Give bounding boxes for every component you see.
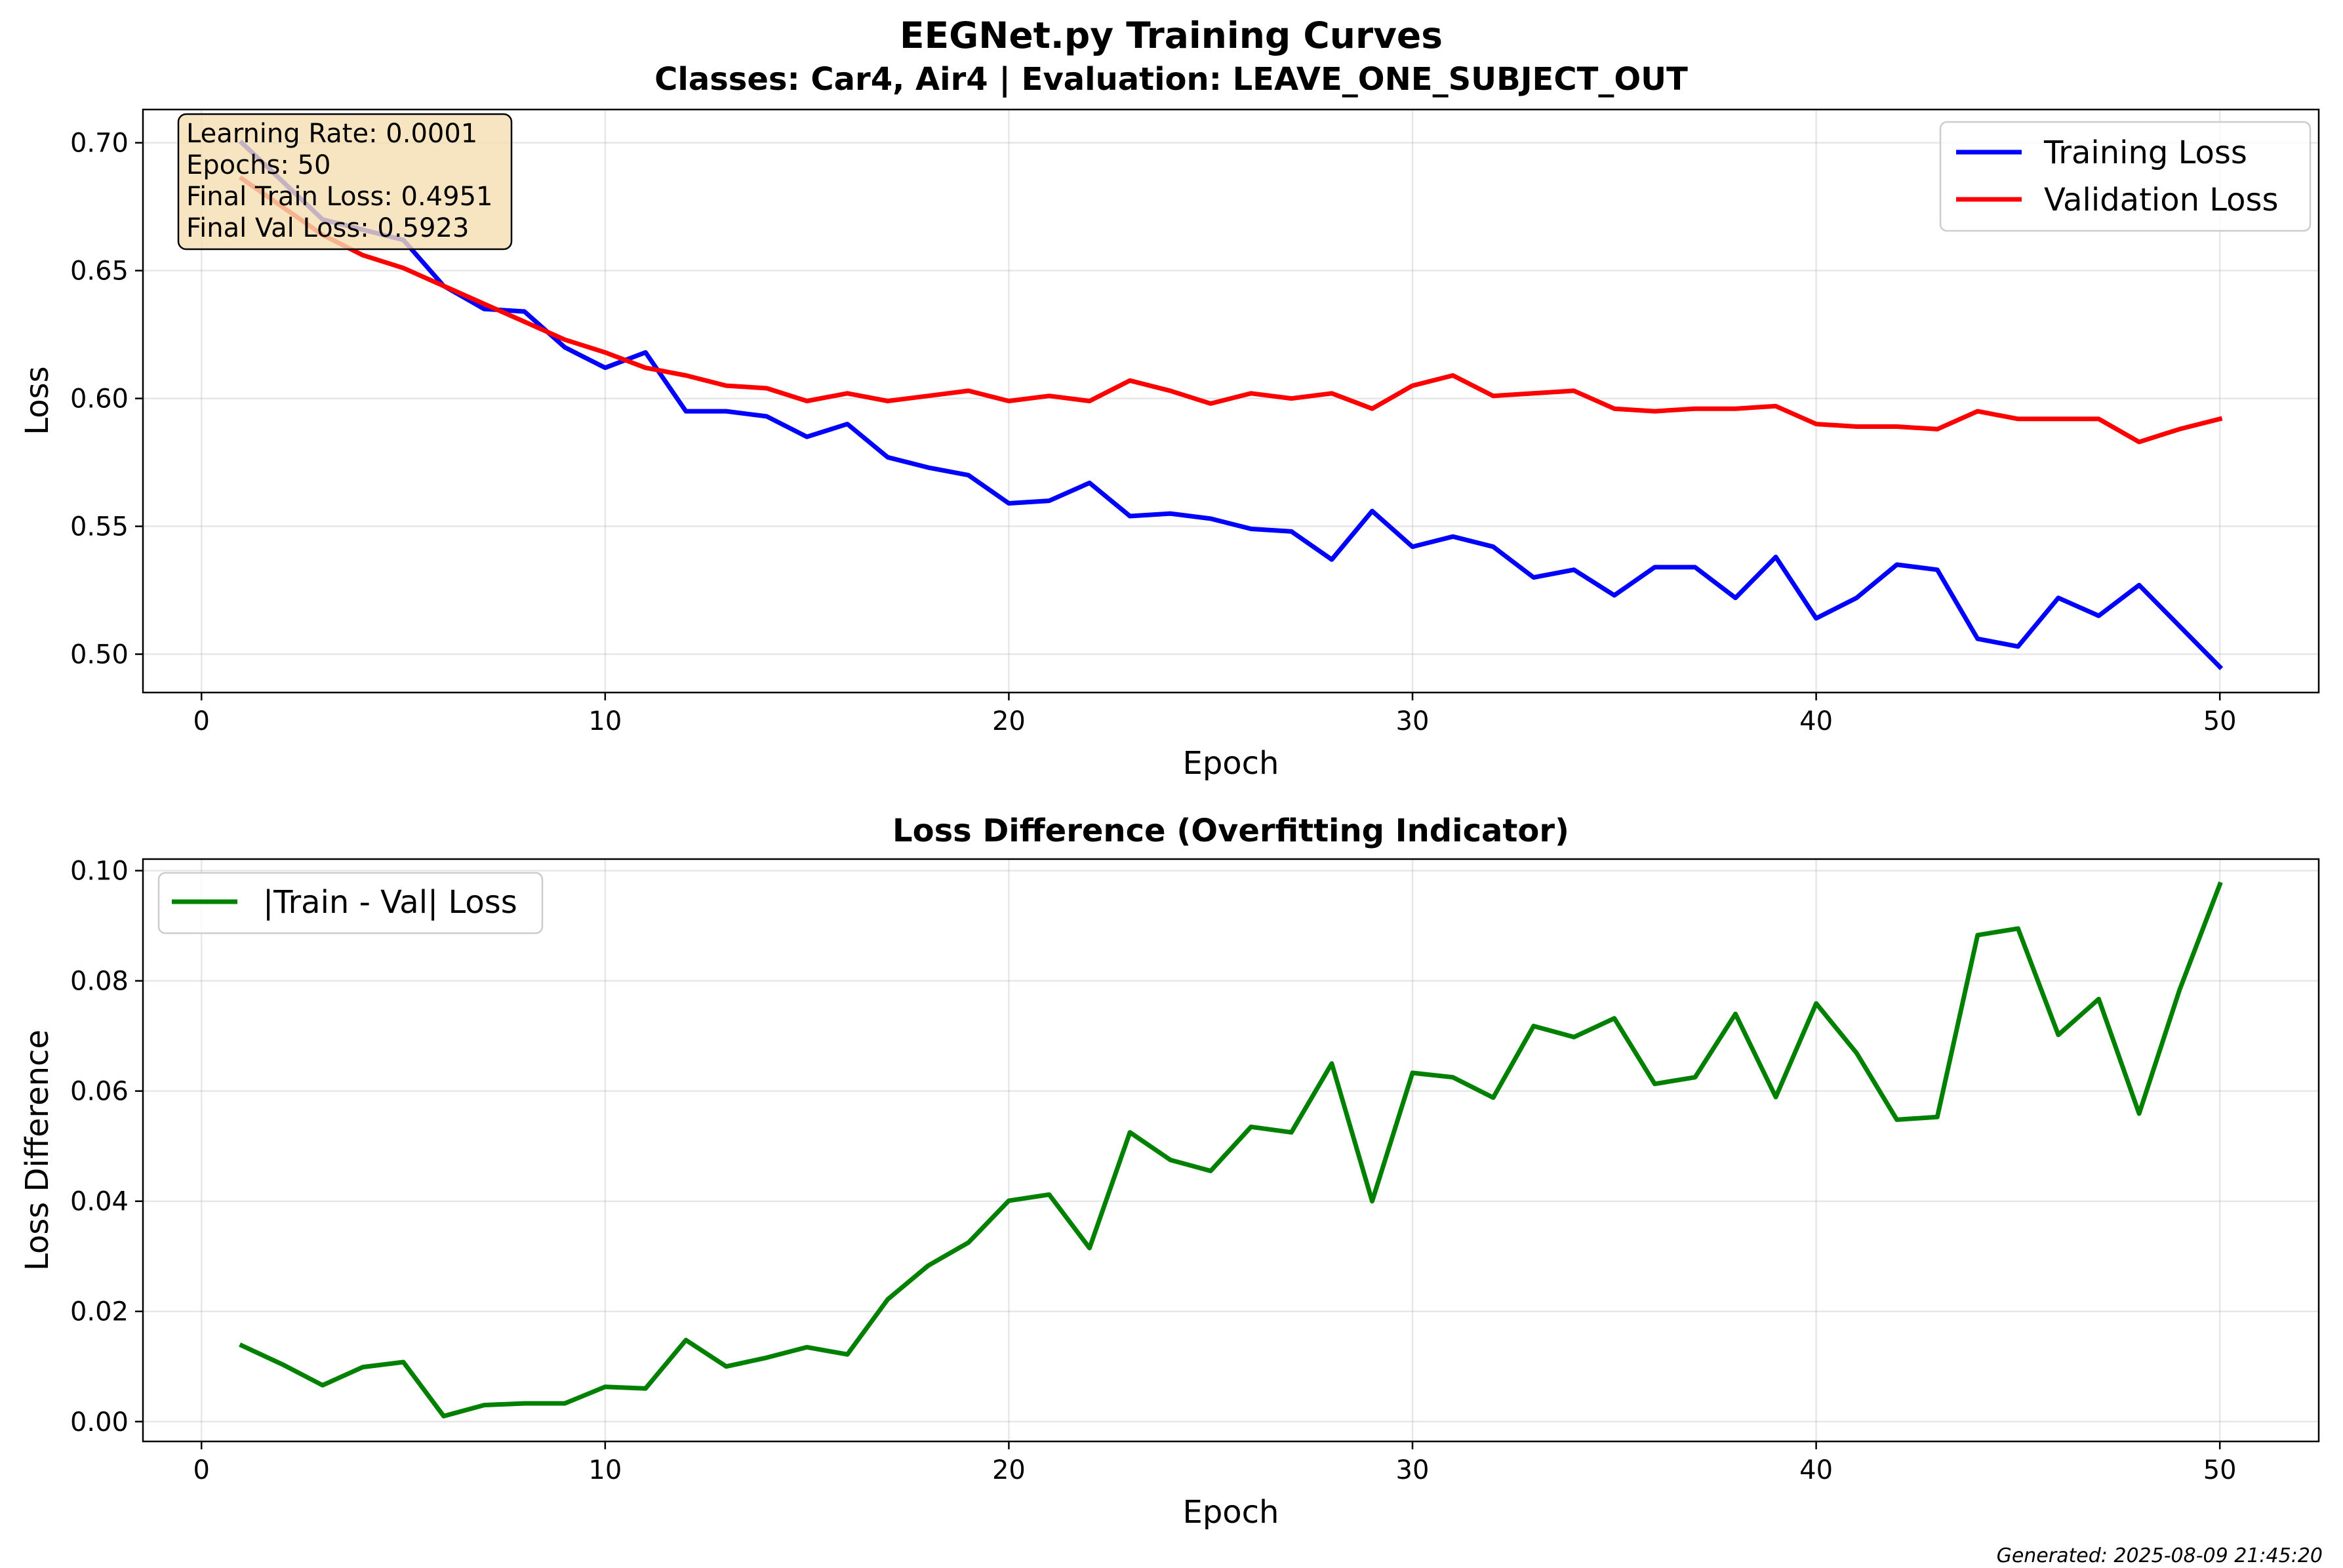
figure-subtitle: Classes: Car4, Air4 | Evaluation: LEAVE_… [654, 61, 1688, 98]
legend-frame [1939, 121, 2312, 232]
info-box-background [177, 113, 513, 251]
legend-label-validation: Validation Loss [2044, 182, 2279, 218]
diff-ytick-label: 0.10 [70, 856, 129, 887]
diff-xtick-label: 40 [1799, 1455, 1833, 1485]
legend-label-training: Training Loss [2043, 134, 2247, 171]
generated-timestamp: Generated: 2025-08-09 21:45:20 [1997, 1544, 2323, 1567]
diff-ytick-label: 0.00 [70, 1407, 129, 1437]
loss-chart-legend: Training Loss Validation Loss [1939, 121, 2312, 232]
loss-ytick-label: 0.55 [70, 512, 129, 542]
legend-label-difference: |Train - Val| Loss [263, 884, 517, 921]
series-line-training-loss [238, 139, 2224, 670]
diff-xtick-label: 0 [193, 1455, 210, 1485]
diff-xtick-label: 50 [2203, 1455, 2237, 1485]
diff-xtick-label: 20 [992, 1455, 1026, 1485]
diff-chart-lines [239, 881, 2223, 1418]
diff-ytick-label: 0.08 [70, 967, 129, 997]
loss-difference-chart: 0 10 20 30 40 50 0.00 0.02 0.04 0.06 0.08 0.10 Epoc… [19, 856, 2320, 1531]
figure-title: EEGNet.py Training Curves [900, 14, 1443, 56]
loss-chart-xlabel: Epoch [1183, 745, 1279, 782]
loss-xtick-label: 50 [2203, 706, 2237, 736]
info-learning-rate: Learning Rate: 0.0001 [186, 119, 477, 149]
diff-chart-legend: |Train - Val| Loss [157, 872, 544, 935]
diff-chart-ticks: 0 10 20 30 40 50 0.00 0.02 0.04 0.06 0.08 0.10 [70, 856, 2237, 1485]
info-epochs: Epochs: 50 [186, 150, 330, 180]
loss-xtick-label: 0 [193, 706, 210, 736]
diff-chart-grid [143, 859, 2319, 1441]
loss-ytick-label: 0.65 [70, 256, 129, 287]
loss-chart-frame [142, 108, 2320, 694]
loss-chart: 0 10 20 30 40 50 0.50 0.55 0.60 0.65 0.70 Epoch Lo… [19, 108, 2320, 782]
diff-xtick-label: 30 [1396, 1455, 1430, 1485]
loss-xtick-label: 10 [588, 706, 622, 736]
series-line-train-val-loss [239, 881, 2223, 1418]
diff-ytick-label: 0.02 [70, 1297, 129, 1327]
loss-xtick-label: 30 [1396, 706, 1430, 736]
diff-chart-frame [142, 858, 2320, 1443]
diff-chart-ylabel: Loss Difference [19, 1030, 56, 1271]
loss-chart-lines [238, 139, 2224, 670]
diff-chart-title: Loss Difference (Overfitting Indicator) [892, 813, 1569, 849]
diff-chart-xlabel: Epoch [1183, 1494, 1279, 1531]
loss-ytick-label: 0.50 [70, 640, 129, 670]
diff-xtick-label: 10 [588, 1455, 622, 1485]
loss-chart-ylabel: Loss [19, 366, 56, 435]
series-line-validation-loss [238, 175, 2223, 445]
info-box: Learning Rate: 0.0001 Epochs: 50 Final T… [177, 113, 513, 251]
loss-chart-ticks: 0 10 20 30 40 50 0.50 0.55 0.60 0.65 0.70 [70, 129, 2237, 736]
loss-ytick-label: 0.60 [70, 384, 129, 414]
loss-ytick-label: 0.70 [70, 129, 129, 159]
loss-xtick-label: 40 [1799, 706, 1833, 736]
legend-frame [157, 872, 544, 935]
info-final-val-loss: Final Val Loss: 0.5923 [186, 213, 469, 243]
info-final-train-loss: Final Train Loss: 0.4951 [186, 182, 492, 212]
loss-xtick-label: 20 [992, 706, 1026, 736]
diff-ytick-label: 0.04 [70, 1187, 129, 1217]
diff-ytick-label: 0.06 [70, 1077, 129, 1107]
